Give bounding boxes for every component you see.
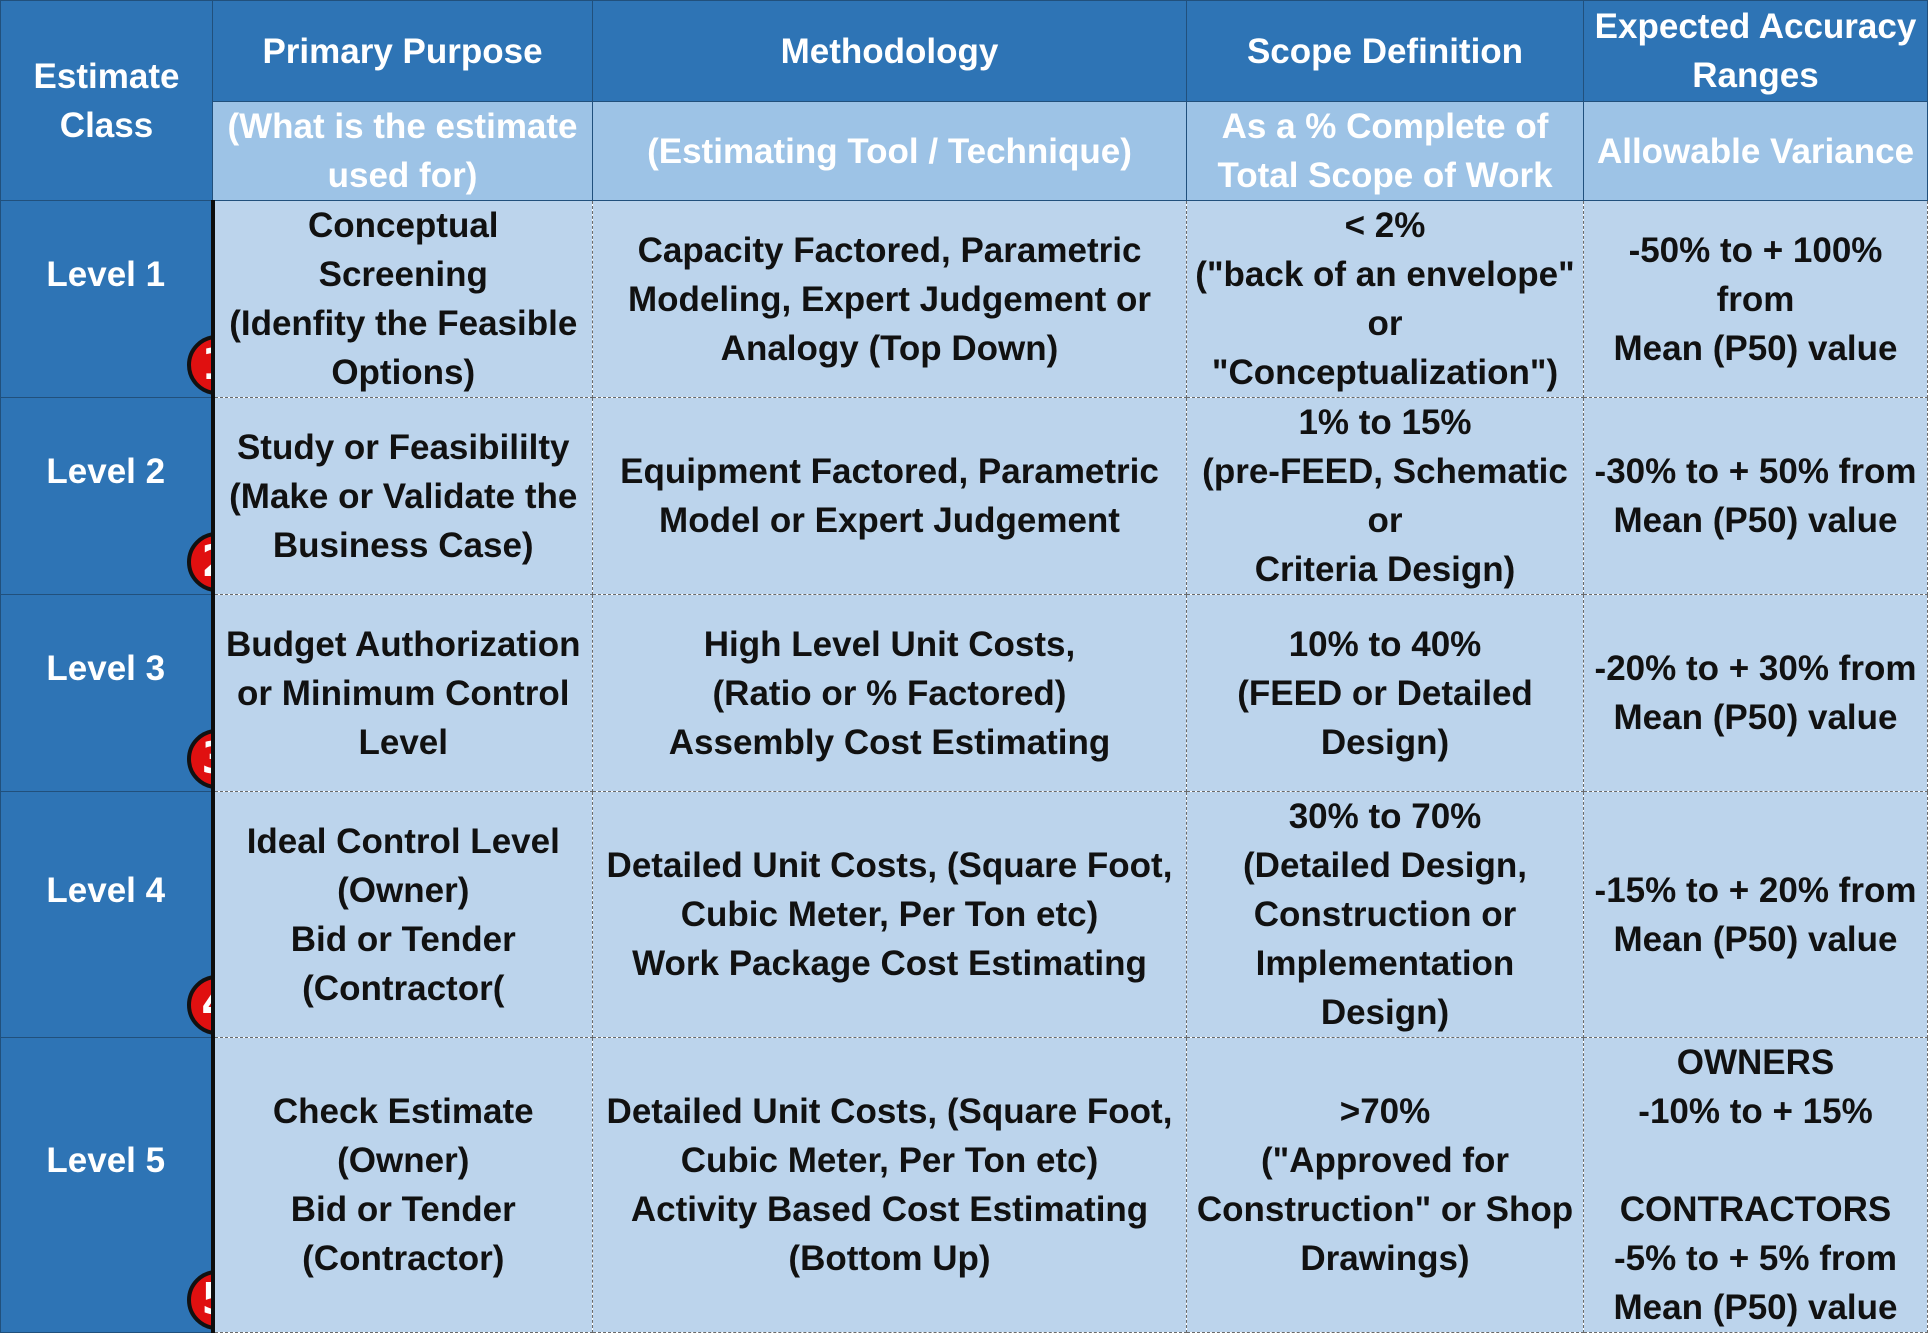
number-badge-icon: 2: [186, 532, 209, 592]
header-title-row: Estimate Class Primary Purpose Methodolo…: [0, 0, 1928, 201]
level-cell: Level 4 4: [0, 791, 215, 1038]
methodology-cell: Equipment Factored, Parametric Model or …: [592, 397, 1187, 595]
accuracy-cell: OWNERS -10% to + 15% CONTRACTORS -5% to …: [1583, 1037, 1928, 1333]
number-badge-icon: 3: [186, 729, 209, 789]
accuracy-cell: -15% to + 20% from Mean (P50) value: [1583, 791, 1928, 1038]
scope-definition-cell: 10% to 40% (FEED or Detailed Design): [1186, 594, 1584, 792]
level-cell: Level 2 2: [0, 397, 215, 595]
primary-purpose-cell: Study or Feasibililty (Make or Validate …: [212, 397, 593, 595]
level-cell: Level 1 1: [0, 200, 215, 398]
table-row: Level 3 3 Budget Authorization or Minimu…: [0, 594, 1928, 792]
level-label: Level 5: [46, 1141, 166, 1180]
scope-definition-cell: 1% to 15% (pre-FEED, Schematic or Criter…: [1186, 397, 1584, 595]
accuracy-cell: -20% to + 30% from Mean (P50) value: [1583, 594, 1928, 792]
methodology-header: Methodology: [592, 0, 1187, 102]
number-badge-icon: 5: [186, 1270, 209, 1330]
level-label: Level 4: [46, 870, 166, 910]
estimate-class-header: Estimate Class: [0, 0, 213, 201]
table-row: Level 1 1 Conceptual Screening (Idenfity…: [0, 200, 1928, 398]
methodology-cell: Capacity Factored, Parametric Modeling, …: [592, 200, 1187, 398]
level-cell: Level 3 3: [0, 594, 215, 792]
scope-definition-cell: 30% to 70% (Detailed Design, Constructio…: [1186, 791, 1584, 1038]
primary-purpose-header: Primary Purpose: [212, 0, 593, 102]
scope-definition-subheader: As a % Complete of Total Scope of Work: [1186, 101, 1584, 201]
accuracy-cell: -50% to + 100% from Mean (P50) value: [1583, 200, 1928, 398]
primary-purpose-subheader: (What is the estimate used for): [212, 101, 593, 201]
expected-accuracy-subheader: Allowable Variance: [1583, 101, 1928, 201]
level-label: Level 2: [46, 452, 166, 491]
scope-definition-header: Scope Definition: [1186, 0, 1584, 102]
accuracy-cell: -30% to + 50% from Mean (P50) value: [1583, 397, 1928, 595]
level-label: Level 3: [46, 649, 166, 688]
table-row: Level 2 2 Study or Feasibililty (Make or…: [0, 397, 1928, 595]
scope-definition-cell: < 2% ("back of an envelope" or "Conceptu…: [1186, 200, 1584, 398]
primary-purpose-cell: Budget Authorization or Minimum Control …: [212, 594, 593, 792]
level-label: Level 1: [46, 255, 166, 294]
primary-purpose-cell: Ideal Control Level (Owner) Bid or Tende…: [212, 791, 593, 1038]
scope-definition-cell: >70% ("Approved for Construction" or Sho…: [1186, 1037, 1584, 1333]
number-badge-icon: 1: [186, 335, 209, 395]
number-badge-icon: 4: [186, 975, 209, 1035]
methodology-cell: Detailed Unit Costs, (Square Foot, Cubic…: [592, 791, 1187, 1038]
table-row: Level 4 4 Ideal Control Level (Owner) Bi…: [0, 791, 1928, 1038]
header-subtitle-row: (What is the estimate used for) (Estimat…: [1, 101, 1928, 201]
expected-accuracy-header: Expected Accuracy Ranges: [1583, 0, 1928, 102]
level-cell: Level 5 5: [0, 1037, 215, 1333]
methodology-subheader: (Estimating Tool / Technique): [592, 101, 1187, 201]
methodology-cell: Detailed Unit Costs, (Square Foot, Cubic…: [592, 1037, 1187, 1333]
methodology-cell: High Level Unit Costs, (Ratio or % Facto…: [592, 594, 1187, 792]
primary-purpose-cell: Check Estimate (Owner) Bid or Tender (Co…: [212, 1037, 593, 1333]
primary-purpose-cell: Conceptual Screening (Idenfity the Feasi…: [212, 200, 593, 398]
table-row: Level 5 5 Check Estimate (Owner) Bid or …: [0, 1037, 1928, 1333]
